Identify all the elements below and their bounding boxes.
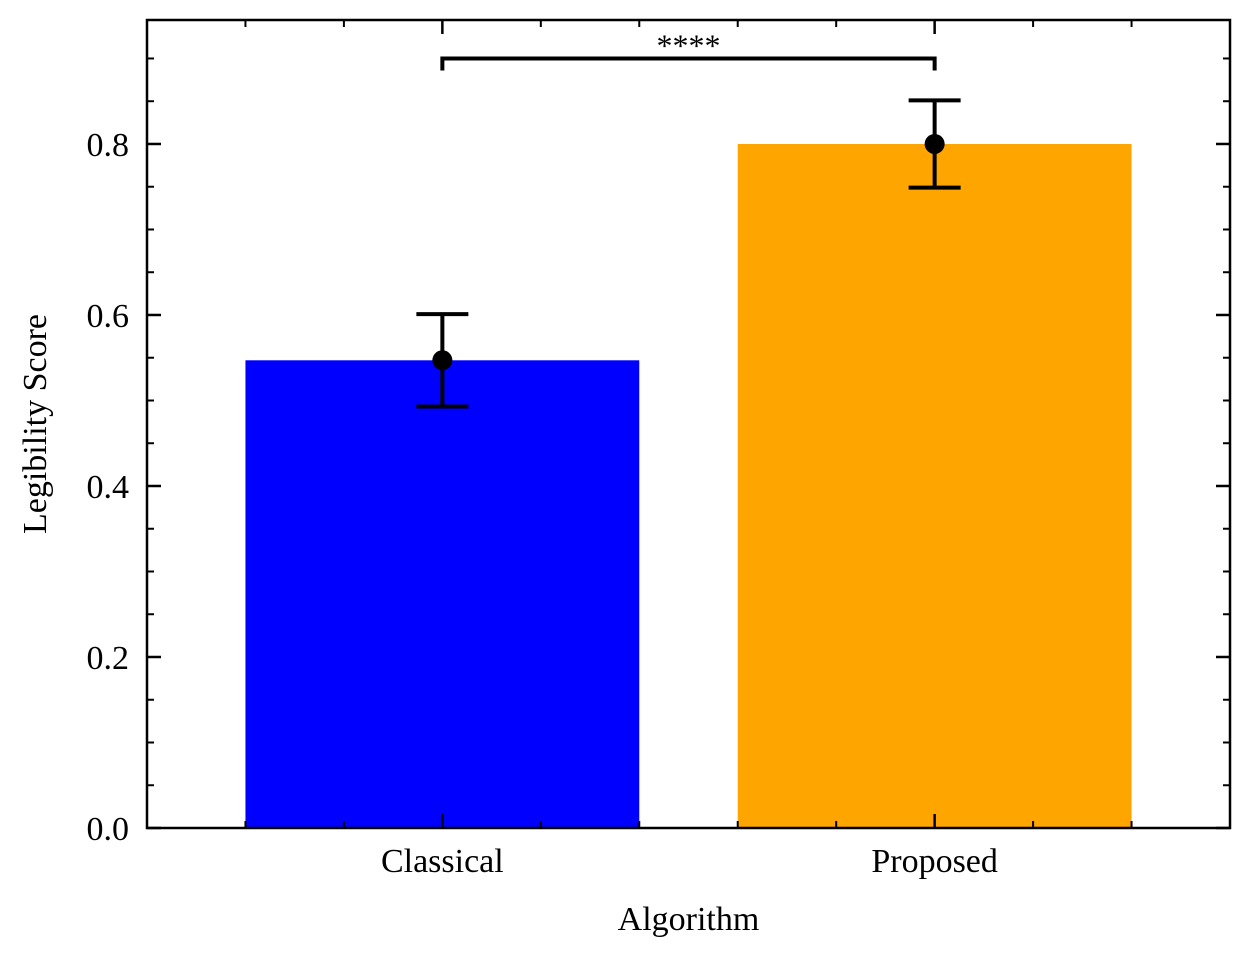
- x-tick-label-classical: Classical: [381, 843, 504, 880]
- plot-frame: [145, 18, 1232, 830]
- mean-point-proposed: [924, 133, 945, 154]
- bars-layer: [245, 143, 1132, 829]
- y-tick-label: 0.6: [87, 298, 130, 335]
- y-tick-label: 0.0: [87, 811, 130, 848]
- significance-annotation: ****: [440, 27, 937, 71]
- significance-label: ****: [657, 27, 721, 63]
- errorbars-layer: [416, 98, 961, 409]
- x-axis-label: Algorithm: [618, 901, 760, 938]
- y-tick-label: 0.8: [87, 127, 130, 164]
- bar-proposed: [737, 143, 1132, 829]
- y-tick-label: 0.2: [87, 640, 130, 677]
- significance-bracket: [440, 56, 937, 71]
- ticks-layer: Classical Proposed 0.0 0.2 0.4 0.6 0.8: [87, 20, 1230, 880]
- y-tick-label: 0.4: [87, 469, 130, 506]
- x-tick-label-proposed: Proposed: [871, 843, 998, 880]
- y-axis-label: Legibility Score: [17, 314, 54, 534]
- bar-classical: [245, 360, 640, 828]
- mean-point-classical: [432, 350, 453, 371]
